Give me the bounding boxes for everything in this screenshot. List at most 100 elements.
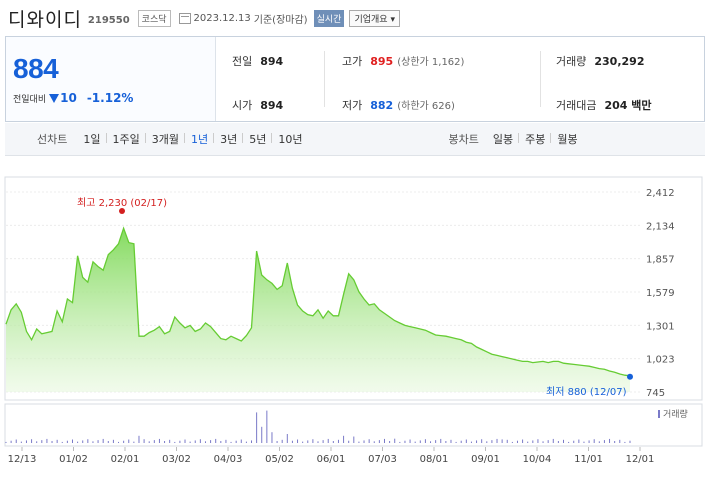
volume-bar (399, 441, 401, 443)
x-tick-label: 04/03 (214, 454, 243, 465)
stat-volume: 거래량 230,292 (556, 53, 644, 69)
down-arrow-icon (49, 93, 60, 103)
volume-bar (440, 438, 442, 443)
volume-bar (15, 439, 17, 443)
volume-bar (614, 441, 616, 443)
company-info-dropdown[interactable]: 기업개요 ▾ (349, 9, 400, 27)
realtime-button[interactable]: 실시간 (313, 9, 345, 27)
volume-legend: 거래량 (658, 407, 688, 420)
candle-weekly[interactable]: 주봉 (518, 131, 551, 147)
candle-monthly[interactable]: 월봉 (550, 131, 583, 147)
y-tick-label: 1,023 (646, 355, 675, 366)
volume-bar (501, 439, 503, 443)
volume-bar (348, 440, 350, 443)
volume-bar (542, 441, 544, 443)
volume-bar (603, 440, 605, 443)
volume-bar (184, 439, 186, 443)
volume-bar (291, 440, 293, 443)
volume-bar (25, 440, 27, 443)
stat-value: 894 (260, 55, 284, 68)
volume-bar (240, 439, 242, 443)
divider (540, 51, 541, 107)
volume-bar (46, 438, 48, 443)
volume-bar (435, 440, 437, 443)
volume-bar (460, 440, 462, 443)
stat-open: 시가 894 (232, 97, 283, 113)
volume-bar (476, 440, 478, 443)
y-tick-label: 1,857 (646, 255, 675, 266)
y-tick-label: 2,412 (646, 188, 675, 199)
diff-label: 전일대비 (13, 94, 47, 105)
volume-bar (225, 439, 227, 443)
x-tick-label: 07/03 (368, 454, 397, 465)
stat-low: 저가 882 (하한가 626) (342, 97, 455, 113)
period-1d[interactable]: 1일 (83, 133, 101, 146)
volume-bar (424, 439, 426, 443)
volume-bar (36, 441, 38, 443)
volume-bar (568, 441, 570, 443)
x-tick-label: 02/01 (111, 454, 140, 465)
x-tick-label: 05/02 (265, 454, 294, 465)
volume-bar (133, 441, 135, 443)
volume-bar (465, 439, 467, 443)
volume-bar (486, 441, 488, 443)
volume-bar (61, 441, 63, 443)
volume-bar (557, 441, 559, 443)
price-panel: 884 전일대비 10 -1.12% (6, 37, 216, 121)
volume-bar (563, 439, 565, 443)
calendar-icon (178, 12, 191, 24)
period-1y[interactable]: 1년 (183, 131, 214, 147)
volume-bar (174, 441, 176, 443)
period-5y[interactable]: 5년 (242, 131, 272, 147)
volume-bar (327, 438, 329, 443)
volume-legend-label: 거래량 (663, 410, 688, 420)
volume-bar (506, 439, 508, 443)
volume-bar (337, 439, 339, 443)
volume-bar (404, 440, 406, 443)
volume-bar (450, 439, 452, 443)
volume-bar (373, 441, 375, 443)
period-10y[interactable]: 10년 (271, 131, 308, 147)
volume-bar (281, 439, 283, 443)
lower-limit: (하한가 626) (397, 101, 455, 112)
price-plot-frame (4, 176, 703, 401)
volume-bar (261, 426, 263, 443)
volume-bar (77, 441, 79, 443)
period-1w[interactable]: 1주일 (105, 131, 146, 147)
period-3y[interactable]: 3년 (213, 131, 243, 147)
volume-bar (307, 440, 309, 443)
line-chart-label: 선차트 (37, 133, 68, 146)
volume-bar (547, 440, 549, 443)
volume-bar (343, 435, 345, 443)
volume-bar (66, 440, 68, 443)
volume-bar (609, 438, 611, 443)
volume-bar (297, 439, 299, 443)
x-tick-label: 01/02 (59, 454, 88, 465)
volume-bar (204, 441, 206, 443)
stat-high: 고가 895 (상한가 1,162) (342, 53, 464, 69)
current-price: 884 (13, 53, 59, 84)
diff-value: 10 (60, 91, 77, 105)
low-annotation: 최저 880 (12/07) (546, 387, 627, 398)
stat-value: 204 백만 (604, 99, 652, 112)
price-chart[interactable]: 2,412 2,134 1,857 1,579 1,301 1,023 745 12/13 01… (0, 157, 708, 487)
stat-value: 230,292 (594, 55, 645, 68)
high-annotation: 최고 2,230 (02/17) (77, 198, 168, 209)
period-3m[interactable]: 3개월 (144, 131, 185, 147)
x-tick-label: 12/01 (626, 454, 655, 465)
volume-bar (102, 438, 104, 443)
volume-bar (230, 441, 232, 443)
price-chart-svg: 2,412 2,134 1,857 1,579 1,301 1,023 745 12/13 01… (4, 176, 703, 465)
volume-bar (256, 412, 258, 443)
volume-bar (235, 440, 237, 443)
volume-bar (5, 441, 7, 443)
volume-bar (87, 439, 89, 443)
stat-prev-close: 전일 894 (232, 53, 283, 69)
stat-label: 거래량 (556, 55, 587, 68)
stat-label: 거래대금 (556, 99, 597, 112)
volume-plot-frame (4, 403, 703, 447)
volume-bar (169, 439, 171, 443)
volume-bar (445, 441, 447, 443)
candle-daily[interactable]: 일봉 (492, 133, 514, 146)
divider (324, 51, 325, 107)
